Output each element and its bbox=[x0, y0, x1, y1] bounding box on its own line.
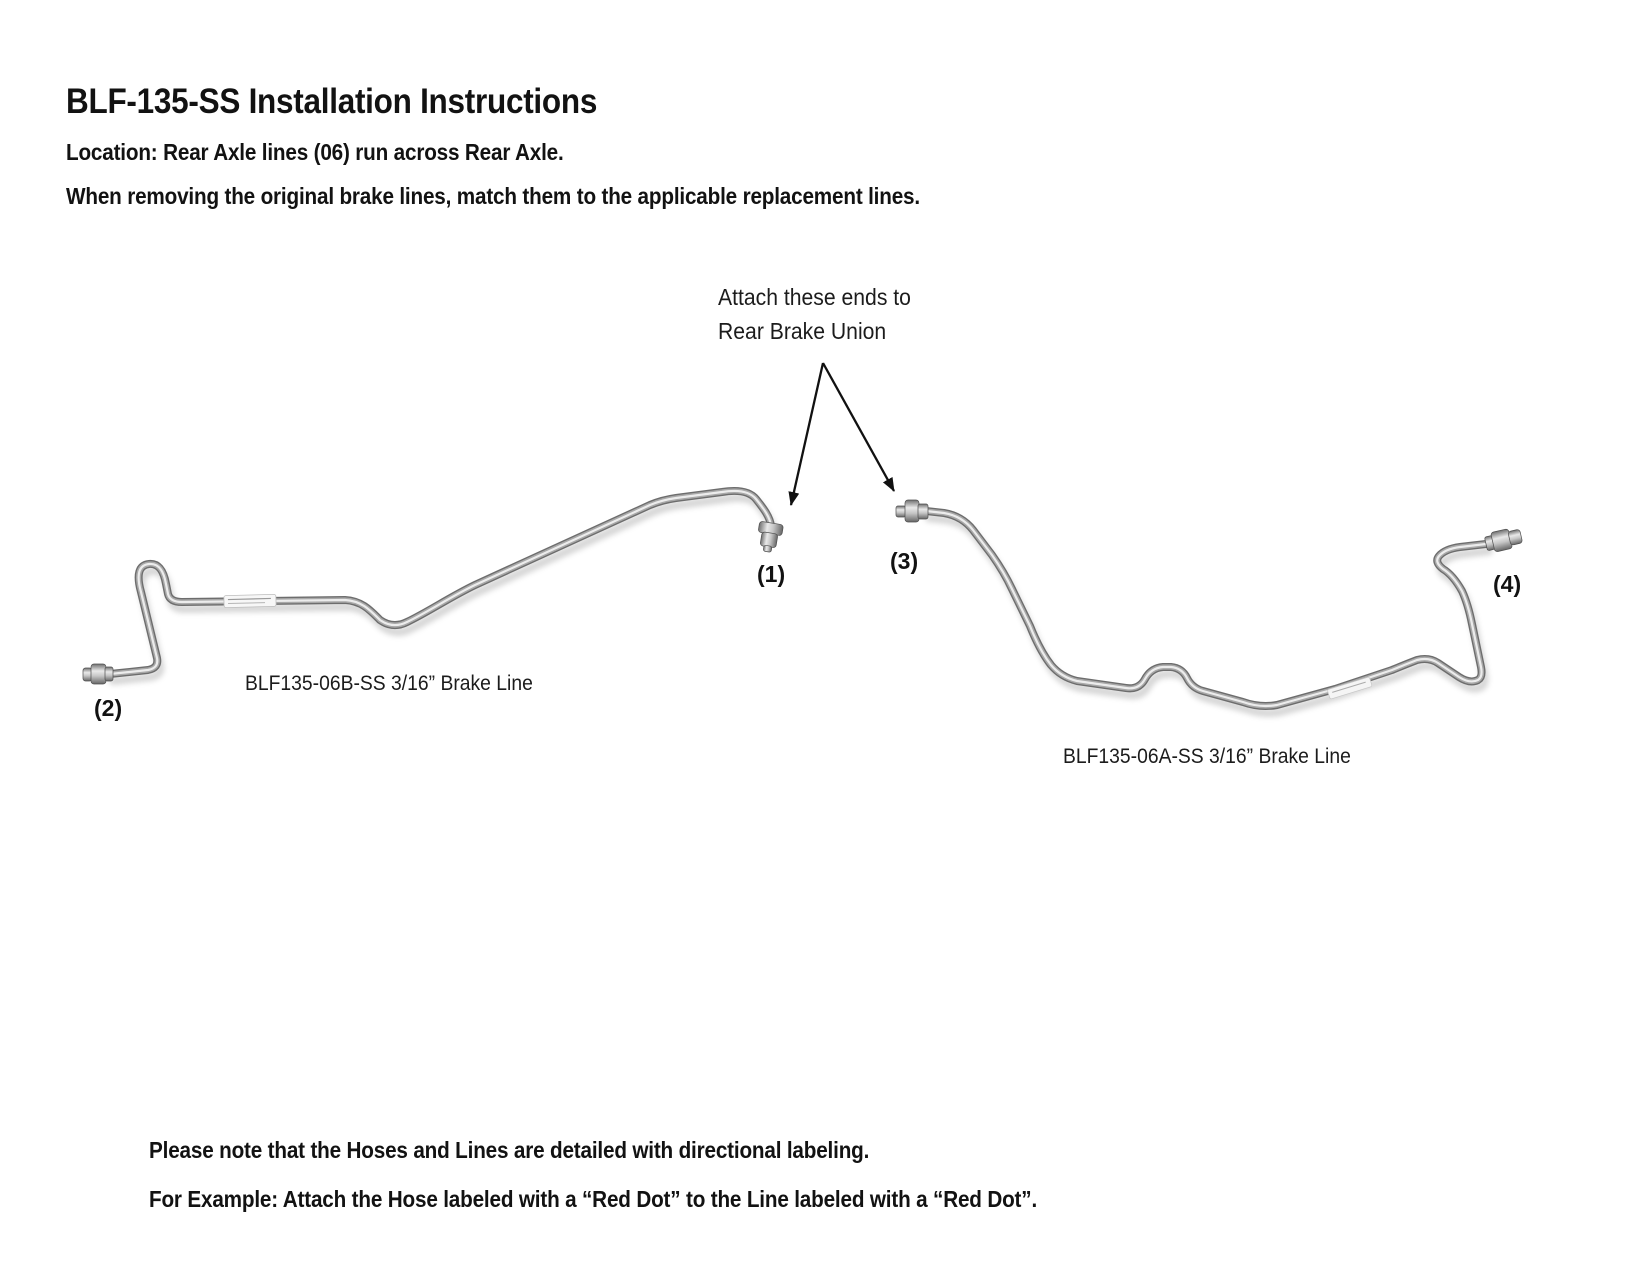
callout-text-line1: Attach these ends to bbox=[718, 284, 911, 310]
callout-arrow-right bbox=[821, 362, 896, 492]
point-label-1: (1) bbox=[757, 561, 786, 587]
brake-line-b-shadow bbox=[109, 493, 778, 685]
page-title: BLF-135-SS Installation Instructions bbox=[66, 82, 598, 121]
brake-line-b-tube-highlight bbox=[108, 489, 773, 676]
callout-text-line2: Rear Brake Union bbox=[718, 318, 887, 344]
fitting-2 bbox=[82, 663, 114, 685]
point-label-3: (3) bbox=[890, 548, 919, 574]
line-a-label: BLF135-06A-SS 3/16” Brake Line bbox=[1063, 745, 1351, 768]
note-directional-labeling: Please note that the Hoses and Lines are… bbox=[149, 1137, 870, 1163]
callout-arrows bbox=[788, 362, 896, 506]
line-b-sticker bbox=[223, 593, 277, 609]
fitting-4 bbox=[1484, 528, 1523, 552]
note-red-dot-example: For Example: Attach the Hose labeled wit… bbox=[149, 1186, 1038, 1212]
point-label-4: (4) bbox=[1493, 571, 1522, 597]
brake-line-b bbox=[82, 486, 784, 685]
brake-line-b-tube bbox=[106, 486, 775, 678]
brake-line-b-tube-mid bbox=[107, 488, 774, 677]
location-line: Location: Rear Axle lines (06) run acros… bbox=[66, 139, 564, 165]
brake-line-a-shadow bbox=[925, 514, 1493, 717]
brake-line-a-tube-highlight bbox=[924, 509, 1488, 708]
fitting-3 bbox=[895, 499, 929, 523]
intro-line: When removing the original brake lines, … bbox=[66, 183, 920, 209]
point-label-2: (2) bbox=[94, 695, 123, 721]
line-a-sticker bbox=[1327, 676, 1373, 700]
brake-line-a bbox=[895, 499, 1523, 717]
line-b-label: BLF135-06B-SS 3/16” Brake Line bbox=[245, 672, 533, 695]
fitting-1 bbox=[758, 521, 784, 553]
callout-text: Attach these ends to Rear Brake Union bbox=[718, 280, 911, 348]
callout-arrow-left bbox=[788, 362, 825, 506]
